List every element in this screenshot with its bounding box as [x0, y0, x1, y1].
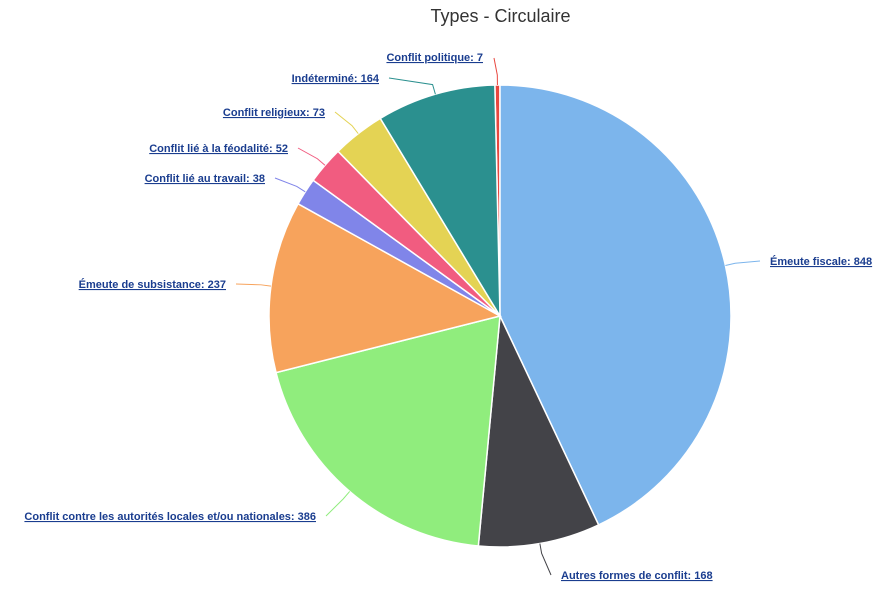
- slice-label-conflit-lie-a-la-feodalite[interactable]: Conflit lié à la féodalité: 52: [149, 143, 288, 155]
- connector-conflit-lie-a-la-feodalite: [297, 147, 326, 166]
- connector-conflit-religieux: [334, 111, 359, 134]
- chart-title: Types - Circulaire: [430, 6, 571, 26]
- connectors-layer: [235, 57, 761, 576]
- connector-indetermine: [388, 77, 436, 95]
- connector-emeute-fiscale: [725, 260, 761, 266]
- slice-label-indetermine[interactable]: Indéterminé: 164: [292, 73, 380, 85]
- slices-layer: [268, 84, 732, 548]
- slice-label-autres-formes-de-conflit[interactable]: Autres formes de conflit: 168: [561, 570, 713, 582]
- slice-label-emeute-de-subsistance[interactable]: Émeute de subsistance: 237: [79, 278, 226, 291]
- connector-emeute-de-subsistance: [235, 283, 272, 287]
- slice-label-conflit-lie-au-travail[interactable]: Conflit lié au travail: 38: [145, 173, 265, 185]
- connector-conflit-contre-les-autorites-locales-et-ou-nationales: [325, 491, 351, 517]
- slice-label-conflit-religieux[interactable]: Conflit religieux: 73: [223, 107, 325, 119]
- slice-label-conflit-contre-les-autorites-locales-et-ou-nationales[interactable]: Conflit contre les autorités locales et/…: [24, 511, 316, 523]
- labels-layer: Conflit politique: 7 Émeute fiscale: 848 A…: [24, 52, 872, 582]
- connector-autres-formes-de-conflit: [539, 543, 552, 576]
- pie-slice-conflit-contre-les-autorites-locales-et-ou-nationales[interactable]: [275, 315, 501, 547]
- connector-conflit-politique: [493, 57, 498, 86]
- slice-label-emeute-fiscale[interactable]: Émeute fiscale: 848: [770, 255, 872, 268]
- connector-conflit-lie-au-travail: [274, 177, 306, 193]
- slice-label-conflit-politique[interactable]: Conflit politique: 7: [386, 52, 483, 64]
- pie-slice-emeute-de-subsistance[interactable]: [268, 202, 503, 374]
